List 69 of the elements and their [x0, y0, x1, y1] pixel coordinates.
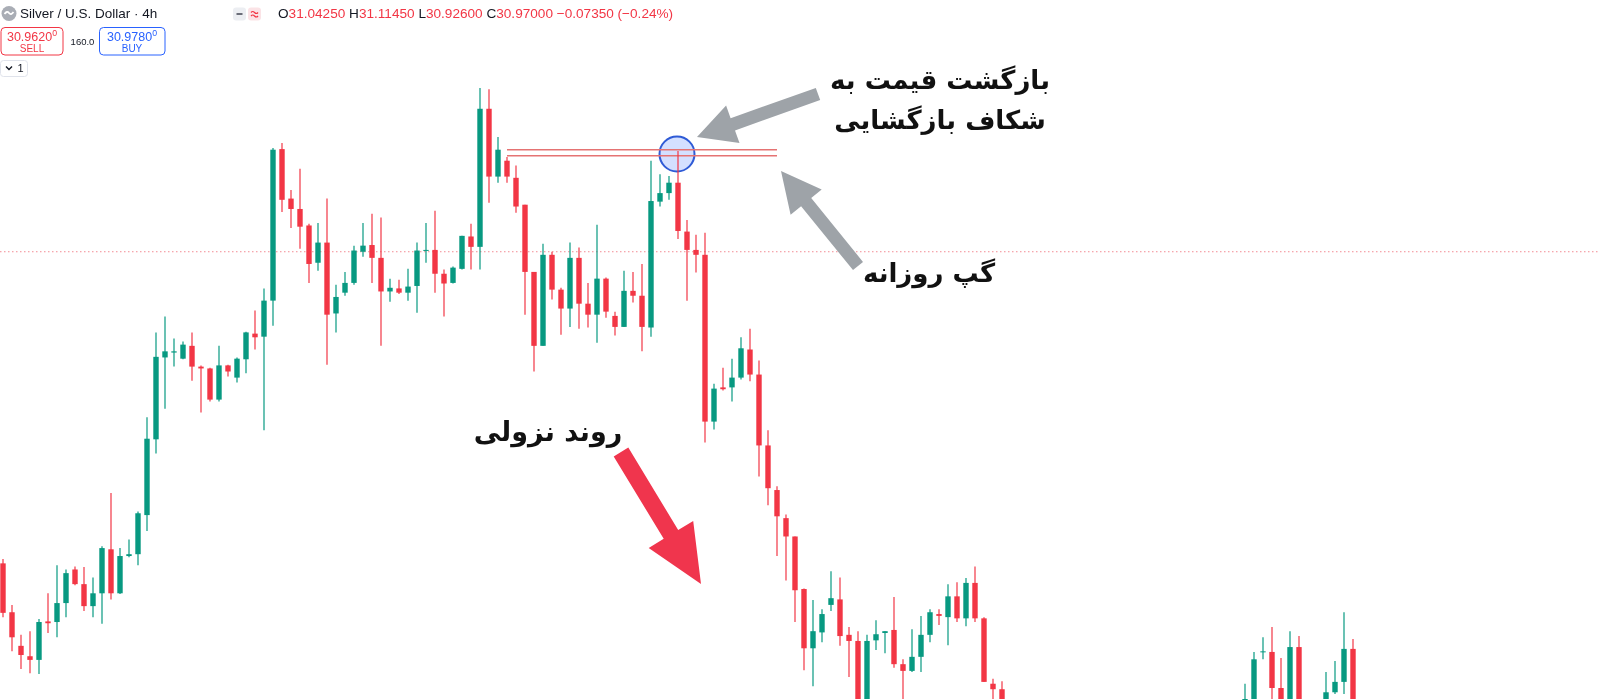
- candlestick: [234, 356, 240, 384]
- candlestick: [405, 268, 411, 302]
- candlestick: [171, 337, 177, 368]
- candlestick: [657, 173, 663, 208]
- candlestick: [693, 234, 699, 274]
- candlestick: [432, 210, 438, 294]
- candlestick: [585, 282, 591, 329]
- candlestick: [684, 219, 690, 302]
- candlestick: [342, 271, 348, 297]
- candlestick: [927, 608, 933, 643]
- candlestick: [1242, 683, 1248, 700]
- candlestick: [360, 222, 366, 258]
- candlestick: [612, 311, 618, 337]
- candlestick: [882, 630, 888, 654]
- candlestick: [783, 513, 789, 582]
- candlestick: [189, 331, 195, 382]
- candlestick: [909, 628, 915, 673]
- candlestick: [936, 608, 942, 626]
- candlestick: [297, 168, 303, 250]
- candlestick: [900, 658, 906, 700]
- candlestick: [81, 566, 87, 612]
- candlestick: [126, 538, 132, 558]
- candlestick: [1260, 636, 1266, 660]
- candlestick: [333, 284, 339, 333]
- candlestick: [954, 581, 960, 623]
- candlestick: [288, 189, 294, 229]
- candlestick: [630, 271, 636, 304]
- candlestick: [1323, 671, 1329, 700]
- text: 30.9620$^{0}$: [6, 27, 58, 44]
- candlestick: [720, 367, 726, 392]
- candlestick: [918, 615, 924, 673]
- candlestick: [423, 222, 429, 264]
- candlestick: [369, 213, 375, 284]
- candlestick: [252, 309, 258, 351]
- candlestick: [828, 570, 834, 612]
- candlestick: [315, 222, 321, 272]
- candlestick: [873, 619, 879, 651]
- candlestick: [90, 576, 96, 618]
- chart-title: Silver / U.S. Dollar · 4h: [20, 6, 158, 21]
- text: 1: [17, 62, 24, 74]
- candlestick: [387, 278, 393, 303]
- text: BUY: [121, 43, 143, 54]
- annotation: بازگشت قیمت به شکاف بازگشایی: [830, 65, 1050, 135]
- text: SELL: [19, 43, 45, 54]
- candlestick: [504, 156, 510, 184]
- candlestick: [990, 678, 996, 700]
- candlestick: [945, 583, 951, 646]
- candlestick: [846, 626, 852, 678]
- candlestick: [441, 268, 447, 318]
- candlestick: [1278, 657, 1284, 700]
- candlestick: [45, 592, 51, 634]
- candlestick: [1332, 660, 1338, 695]
- candlestick: [396, 279, 402, 295]
- candlestick: [162, 315, 168, 410]
- candlestick: [27, 630, 33, 674]
- candlestick: [468, 223, 474, 271]
- candlestick: [666, 175, 672, 201]
- text: O31.04250 H31.11450 L30.92600 C30.97000 −0.07350 (−0.24%): [278, 6, 674, 21]
- annotation: روند نزولی: [473, 416, 623, 448]
- candlestick: [18, 634, 24, 670]
- candlestick: [819, 608, 825, 643]
- annotation: گپ روزانه: [862, 258, 996, 289]
- candlestick: [729, 358, 735, 403]
- text: 30.9780$^{0}$: [106, 27, 158, 44]
- text: 160.0: [70, 35, 95, 47]
- candlestick: [72, 565, 78, 586]
- candlestick: [54, 564, 60, 638]
- candlestick: [810, 599, 816, 687]
- candlestick: [558, 287, 564, 336]
